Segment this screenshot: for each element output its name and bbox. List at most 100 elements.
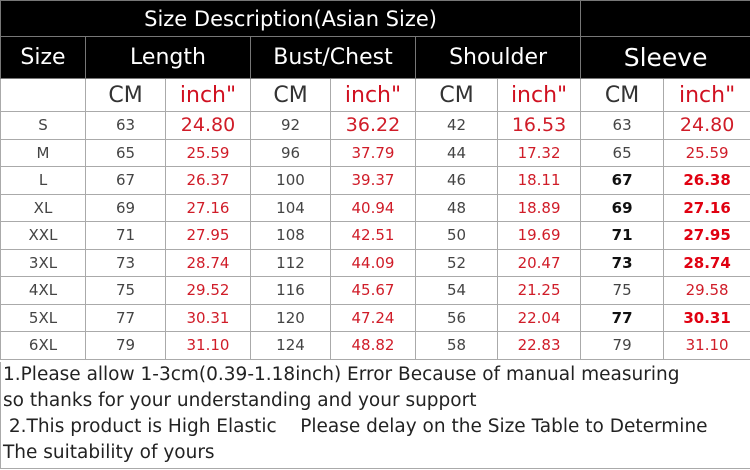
inch-cell: 19.69 bbox=[496, 221, 582, 250]
note-line: The suitability of yours bbox=[3, 442, 215, 463]
cm-cell: 75 bbox=[580, 276, 665, 305]
unit-inch: inch" bbox=[165, 78, 251, 112]
cm-cell: 71 bbox=[580, 221, 665, 250]
cm-cell: 63 bbox=[85, 111, 166, 140]
header-bust: Bust/Chest bbox=[250, 36, 416, 79]
inch-cell: 27.95 bbox=[165, 221, 251, 250]
inch-cell: 39.37 bbox=[330, 166, 416, 195]
cm-cell: 69 bbox=[580, 193, 665, 222]
inch-cell: 37.79 bbox=[330, 138, 416, 167]
table-row: L 67 26.37 100 39.37 46 18.11 67 26.38 bbox=[0, 166, 750, 195]
table-title: Size Description(Asian Size) bbox=[0, 0, 582, 37]
unit-inch: inch" bbox=[663, 78, 750, 112]
inch-cell: 31.10 bbox=[663, 331, 750, 360]
inch-cell: 48.82 bbox=[330, 331, 416, 360]
inch-cell: 26.37 bbox=[165, 166, 251, 195]
cm-cell: 69 bbox=[85, 193, 166, 222]
inch-cell: 30.31 bbox=[165, 303, 251, 332]
unit-inch: inch" bbox=[496, 78, 582, 112]
cm-cell: 79 bbox=[85, 331, 166, 360]
cm-cell: 75 bbox=[85, 276, 166, 305]
size-cell: XXL bbox=[0, 221, 86, 250]
size-cell: XL bbox=[0, 193, 86, 222]
inch-cell: 17.32 bbox=[496, 138, 582, 167]
note-line: 1.Please allow 1-3cm(0.39-1.18inch) Erro… bbox=[3, 364, 680, 385]
cm-cell: 42 bbox=[415, 111, 498, 140]
header-length: Length bbox=[85, 36, 251, 79]
size-cell: 3XL bbox=[0, 248, 86, 277]
inch-cell: 24.80 bbox=[165, 111, 251, 140]
cm-cell: 67 bbox=[85, 166, 166, 195]
size-cell: M bbox=[0, 138, 86, 167]
inch-cell: 25.59 bbox=[663, 138, 750, 167]
cm-cell: 116 bbox=[250, 276, 331, 305]
table-row: S 63 24.80 92 36.22 42 16.53 63 24.80 bbox=[0, 111, 750, 140]
table-row: XL 69 27.16 104 40.94 48 18.89 69 27.16 bbox=[0, 193, 750, 222]
cm-cell: 44 bbox=[415, 138, 498, 167]
cm-cell: 63 bbox=[580, 111, 665, 140]
header-blank bbox=[580, 0, 750, 37]
inch-cell: 28.74 bbox=[663, 248, 750, 277]
size-cell: L bbox=[0, 166, 86, 195]
inch-cell: 44.09 bbox=[330, 248, 416, 277]
size-cell: 4XL bbox=[0, 276, 86, 305]
cm-cell: 71 bbox=[85, 221, 166, 250]
cm-cell: 100 bbox=[250, 166, 331, 195]
size-table: Size Description(Asian Size) Size Length… bbox=[0, 0, 750, 360]
cm-cell: 65 bbox=[85, 138, 166, 167]
cm-cell: 120 bbox=[250, 303, 331, 332]
unit-cm: CM bbox=[580, 78, 665, 112]
header-size: Size bbox=[0, 36, 86, 79]
table-row: 4XL 75 29.52 116 45.67 54 21.25 75 29.58 bbox=[0, 276, 750, 305]
inch-cell: 29.52 bbox=[165, 276, 251, 305]
cm-cell: 79 bbox=[580, 331, 665, 360]
inch-cell: 31.10 bbox=[165, 331, 251, 360]
cm-cell: 92 bbox=[250, 111, 331, 140]
header-shoulder: Shoulder bbox=[414, 36, 582, 79]
cm-cell: 77 bbox=[85, 303, 166, 332]
cm-cell: 58 bbox=[415, 331, 498, 360]
unit-cm: CM bbox=[415, 78, 498, 112]
inch-cell: 27.16 bbox=[663, 193, 750, 222]
size-cell: 6XL bbox=[0, 331, 86, 360]
inch-cell: 36.22 bbox=[330, 111, 416, 140]
unit-cm: CM bbox=[250, 78, 331, 112]
cm-cell: 77 bbox=[580, 303, 665, 332]
cm-cell: 96 bbox=[250, 138, 331, 167]
inch-cell: 27.16 bbox=[165, 193, 251, 222]
cm-cell: 65 bbox=[580, 138, 665, 167]
cm-cell: 54 bbox=[415, 276, 498, 305]
cm-cell: 104 bbox=[250, 193, 331, 222]
cm-cell: 108 bbox=[250, 221, 331, 250]
inch-cell: 20.47 bbox=[496, 248, 582, 277]
inch-cell: 25.59 bbox=[165, 138, 251, 167]
cm-cell: 112 bbox=[250, 248, 331, 277]
size-cell: S bbox=[0, 111, 86, 140]
inch-cell: 26.38 bbox=[663, 166, 750, 195]
unit-cm: CM bbox=[85, 78, 166, 112]
inch-cell: 22.04 bbox=[496, 303, 582, 332]
cm-cell: 52 bbox=[415, 248, 498, 277]
inch-cell: 22.83 bbox=[496, 331, 582, 360]
table-row: 3XL 73 28.74 112 44.09 52 20.47 73 28.74 bbox=[0, 248, 750, 277]
cm-cell: 50 bbox=[415, 221, 498, 250]
cm-cell: 46 bbox=[415, 166, 498, 195]
cm-cell: 67 bbox=[580, 166, 665, 195]
inch-cell: 28.74 bbox=[165, 248, 251, 277]
header-sleeve: Sleeve bbox=[580, 36, 750, 79]
cm-cell: 56 bbox=[415, 303, 498, 332]
inch-cell: 18.11 bbox=[496, 166, 582, 195]
table-row: M 65 25.59 96 37.79 44 17.32 65 25.59 bbox=[0, 138, 750, 167]
unit-blank bbox=[0, 78, 86, 112]
inch-cell: 16.53 bbox=[496, 111, 582, 140]
inch-cell: 27.95 bbox=[663, 221, 750, 250]
cm-cell: 124 bbox=[250, 331, 331, 360]
note-line: 2.This product is High Elastic Please de… bbox=[3, 416, 708, 437]
table-row: 5XL 77 30.31 120 47.24 56 22.04 77 30.31 bbox=[0, 303, 750, 332]
unit-inch: inch" bbox=[330, 78, 416, 112]
note-line: so thanks for your understanding and you… bbox=[3, 390, 477, 411]
table-row: XXL 71 27.95 108 42.51 50 19.69 71 27.95 bbox=[0, 221, 750, 250]
cm-cell: 73 bbox=[580, 248, 665, 277]
inch-cell: 42.51 bbox=[330, 221, 416, 250]
